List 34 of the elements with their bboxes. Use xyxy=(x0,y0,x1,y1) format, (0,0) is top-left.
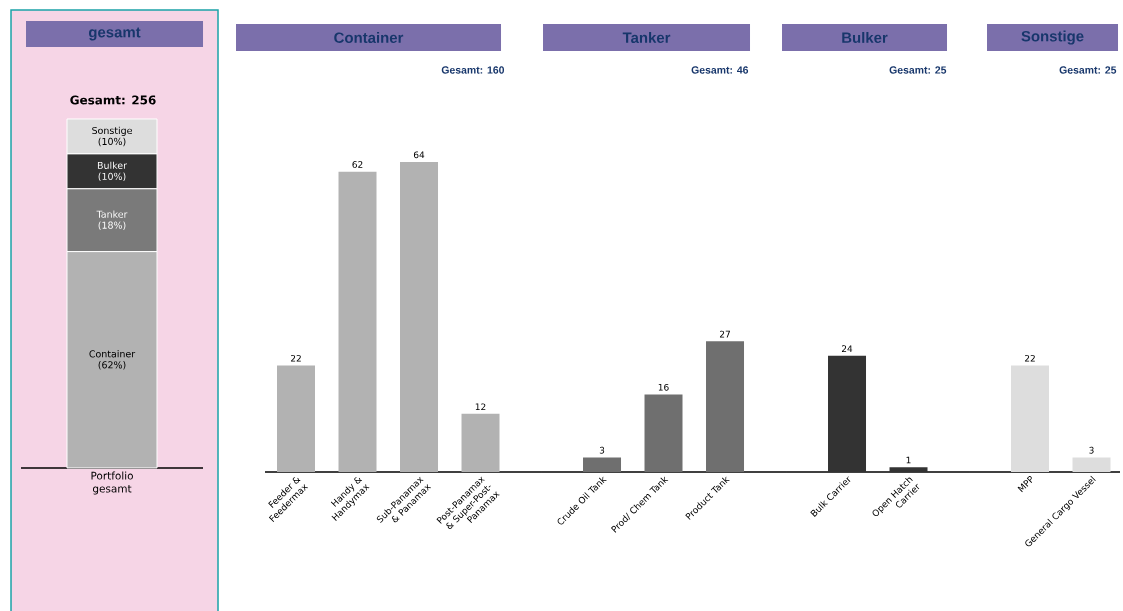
chart-title: Sonstige xyxy=(1021,30,1084,45)
bar xyxy=(277,365,316,472)
series-label: Container xyxy=(89,350,136,358)
data-label: 22 xyxy=(290,354,301,362)
data-label: (62%) xyxy=(98,361,126,370)
data-label: 1 xyxy=(906,456,911,464)
data-label: 22 xyxy=(1024,354,1035,362)
data-label: (10%) xyxy=(98,137,126,147)
data-label: 24 xyxy=(841,345,853,352)
chart-title: Container xyxy=(334,32,404,43)
data-label: 62 xyxy=(352,161,363,168)
bar xyxy=(400,161,439,472)
chart-title: gesamt xyxy=(88,27,141,41)
series-label: Bulker xyxy=(97,161,128,169)
chart-subtitle: Gesamt: 256 xyxy=(70,95,156,105)
chart-subtitle: Gesamt: 25 xyxy=(1059,66,1117,74)
data-label: 3 xyxy=(1089,446,1094,454)
data-label: 12 xyxy=(475,403,486,411)
data-label: 16 xyxy=(658,383,669,391)
chart-subtitle: Gesamt: 46 xyxy=(691,66,749,74)
bar xyxy=(461,413,500,472)
chart-title: Tanker xyxy=(622,32,671,43)
chart-subtitle: Gesamt: 160 xyxy=(441,66,505,74)
data-label: 27 xyxy=(719,330,730,338)
chart-title: Bulker xyxy=(842,32,888,43)
bar xyxy=(338,171,377,472)
chart-subtitle: Gesamt: 25 xyxy=(889,66,947,74)
x-tick-label: Portfolio gesamt xyxy=(91,471,133,495)
data-label: 64 xyxy=(413,151,425,159)
series-label: Sonstige xyxy=(92,126,132,136)
data-label: (18%) xyxy=(98,221,126,230)
data-label: (10%) xyxy=(98,172,126,182)
series-label: Tanker xyxy=(96,210,128,218)
data-label: 3 xyxy=(599,446,605,454)
